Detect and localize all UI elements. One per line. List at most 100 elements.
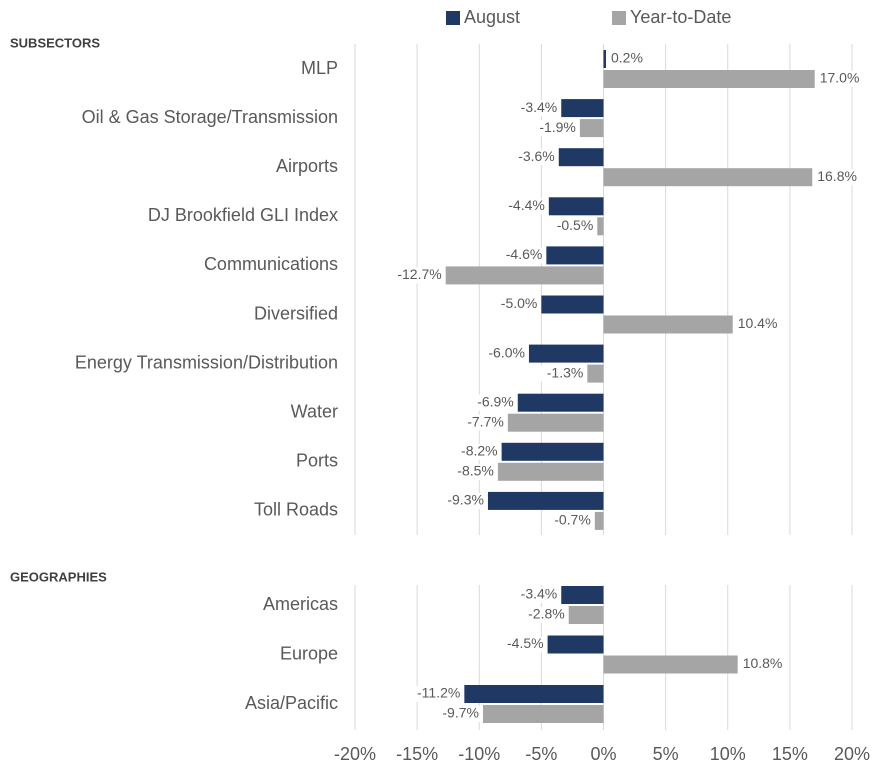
category-label: Asia/Pacific: [245, 693, 338, 713]
value-label-bg: [608, 51, 645, 67]
category-label: Airports: [276, 156, 338, 176]
x-tick-label: 10%: [710, 744, 746, 764]
category-label: Diversified: [254, 303, 338, 323]
x-tick-label: 15%: [772, 744, 808, 764]
bar: [597, 217, 604, 236]
x-tick-label: -10%: [458, 744, 500, 764]
value-label: -0.5%: [557, 217, 594, 233]
value-label-bg: [817, 71, 862, 87]
section-title: SUBSECTORS: [10, 35, 100, 50]
value-label: -1.3%: [547, 364, 584, 380]
value-label: -4.4%: [508, 197, 545, 213]
value-label-bg: [481, 345, 526, 362]
value-label: -0.7%: [554, 512, 591, 528]
value-label: -6.0%: [488, 344, 525, 360]
bar: [445, 266, 604, 285]
value-label: -2.8%: [528, 606, 565, 622]
value-label-bg: [494, 296, 539, 313]
bar: [541, 295, 604, 314]
value-label: -3.6%: [518, 148, 555, 164]
bar: [558, 148, 604, 167]
category-label: Europe: [280, 643, 338, 663]
bar: [497, 462, 604, 481]
bar: [501, 442, 604, 461]
value-label-bg: [454, 443, 499, 460]
category-label: MLP: [301, 58, 338, 78]
bar: [603, 168, 813, 187]
bar: [464, 685, 604, 703]
value-label: -7.7%: [467, 413, 504, 429]
category-label: Oil & Gas Storage/Transmission: [82, 107, 338, 127]
value-label: -5.0%: [501, 295, 538, 311]
x-tick-label: -20%: [334, 744, 376, 764]
bar: [517, 393, 604, 412]
value-label: -6.9%: [477, 393, 514, 409]
bar: [548, 197, 604, 216]
value-label-bg: [550, 218, 595, 235]
bar: [487, 491, 604, 510]
value-label-bg: [521, 607, 566, 623]
value-label: -4.6%: [506, 246, 543, 262]
value-label-bg: [460, 414, 505, 431]
value-label: -9.7%: [442, 705, 479, 721]
x-tick-label: 20%: [834, 744, 870, 764]
legend-label: Year-to-Date: [630, 7, 731, 27]
bar: [579, 119, 604, 138]
value-label-bg: [532, 120, 577, 137]
bar: [546, 246, 604, 265]
value-label: 0.2%: [611, 50, 643, 66]
bar: [561, 586, 604, 604]
category-label: DJ Brookfield GLI Index: [148, 205, 338, 225]
value-label: 16.8%: [817, 168, 857, 184]
value-label-bg: [514, 587, 559, 603]
x-tick-label: -5%: [525, 744, 557, 764]
category-label: Toll Roads: [254, 500, 338, 520]
value-label: -8.2%: [461, 443, 498, 459]
bar: [603, 70, 815, 88]
value-label: -12.7%: [397, 266, 441, 282]
value-label-bg: [440, 492, 485, 509]
bar: [547, 635, 604, 654]
value-label: -11.2%: [417, 685, 460, 701]
bar: [603, 50, 606, 68]
category-label: Energy Transmission/Distribution: [75, 352, 338, 372]
value-label: -4.5%: [507, 635, 544, 651]
category-label: Americas: [263, 594, 338, 614]
legend-swatch: [446, 11, 460, 25]
bar: [603, 655, 738, 674]
value-label: -3.4%: [521, 586, 558, 602]
bar: [587, 364, 604, 383]
value-label-bg: [514, 100, 559, 117]
bar: [603, 315, 733, 334]
x-tick-label: -15%: [396, 744, 438, 764]
bar: [594, 511, 604, 530]
value-label: -1.9%: [539, 119, 576, 135]
value-label: 10.4%: [738, 315, 778, 331]
category-label: Communications: [204, 254, 338, 274]
value-label-bg: [450, 463, 495, 480]
value-label-bg: [390, 267, 443, 284]
category-label: Water: [291, 401, 338, 421]
value-label-bg: [501, 198, 546, 215]
value-label-bg: [547, 512, 592, 529]
value-label-bg: [740, 656, 785, 673]
value-label-bg: [735, 316, 780, 333]
bar: [561, 99, 604, 118]
value-label: -9.3%: [447, 492, 484, 508]
bar: [507, 413, 604, 432]
value-label-bg: [409, 686, 462, 702]
value-label-bg: [470, 394, 515, 411]
value-label-bg: [500, 636, 545, 653]
x-tick-label: 0%: [590, 744, 616, 764]
section-title: GEOGRAPHIES: [10, 569, 107, 584]
bar: [482, 705, 604, 723]
value-label: 17.0%: [820, 70, 860, 86]
x-tick-label: 5%: [653, 744, 679, 764]
legend-swatch: [612, 11, 626, 25]
value-label-bg: [540, 365, 585, 382]
bar: [528, 344, 604, 363]
value-label: -3.4%: [521, 99, 558, 115]
legend-label: August: [464, 7, 520, 27]
value-label-bg: [435, 706, 480, 722]
value-label-bg: [815, 169, 860, 186]
